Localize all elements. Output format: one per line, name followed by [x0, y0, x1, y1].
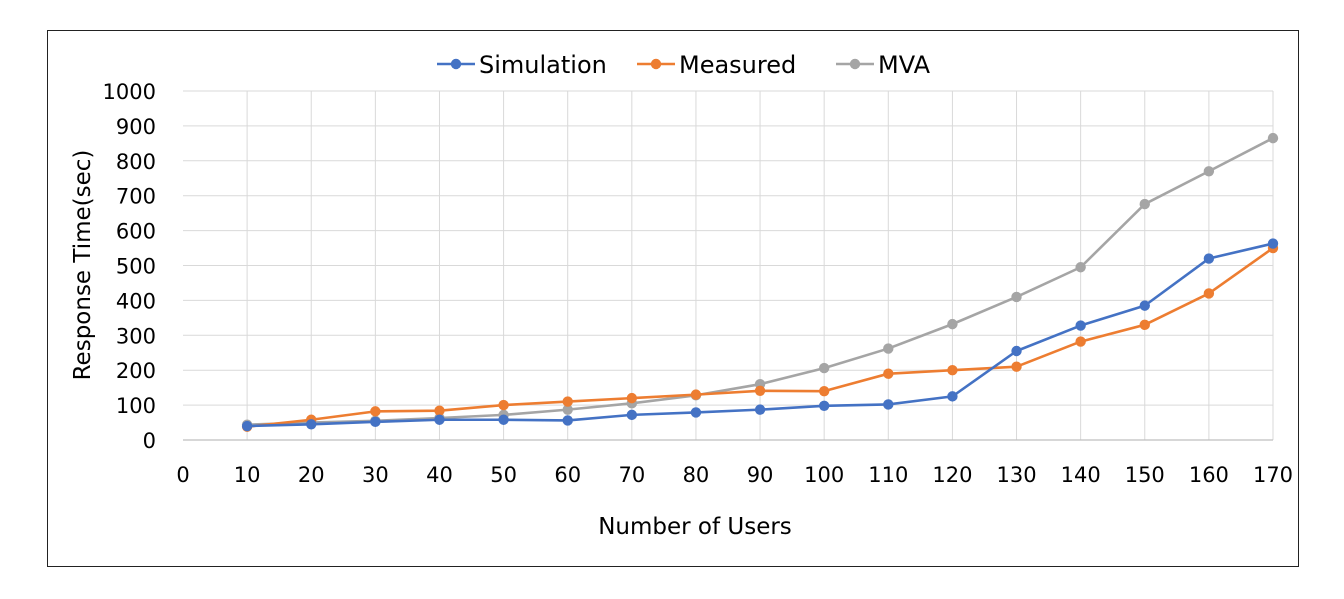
data-point-simulation [1267, 238, 1279, 249]
data-point-mva [1267, 132, 1279, 144]
data-point-measured [818, 385, 830, 397]
data-point-simulation [883, 399, 894, 410]
data-point-simulation [947, 391, 958, 402]
x-tick-label: 100 [804, 463, 844, 487]
x-tick-label: 90 [747, 463, 774, 487]
x-tick-label: 160 [1189, 463, 1229, 487]
legend-marker-measured [650, 58, 662, 70]
x-tick-label: 10 [234, 463, 261, 487]
y-tick-label: 500 [116, 255, 156, 279]
legend-marker-simulation [450, 58, 462, 70]
chart-frame [47, 30, 1299, 567]
data-point-mva [1139, 198, 1150, 210]
data-point-mva [562, 404, 573, 415]
x-tick-label: 140 [1061, 463, 1101, 487]
y-tick-label: 1000 [103, 80, 156, 104]
data-point-simulation [370, 416, 381, 428]
data-point-simulation [562, 415, 573, 426]
x-tick-label: 170 [1253, 463, 1293, 487]
legend: Simulation Measured MVA [437, 51, 931, 79]
data-point-measured [562, 396, 573, 407]
data-point-measured [883, 368, 894, 379]
data-point-mva [947, 318, 958, 330]
x-tick-label: 20 [298, 463, 325, 487]
x-tick-label: 0 [176, 463, 189, 487]
data-point-mva [1075, 262, 1086, 273]
y-tick-label: 0 [143, 429, 156, 453]
x-tick-label: 40 [426, 463, 453, 487]
y-axis-title: Response Time(sec) [70, 150, 96, 381]
data-point-measured [626, 392, 638, 404]
data-point-measured [434, 405, 445, 416]
x-tick-label: 150 [1125, 463, 1165, 487]
data-point-simulation [818, 400, 830, 411]
data-point-measured [498, 399, 509, 411]
data-point-mva [1203, 166, 1215, 177]
axes: 0 100 200 300 400 500 600 700 800 900 1000 0 10 20 30 4… [103, 80, 1294, 487]
data-point-simulation [690, 407, 702, 418]
data-point-measured [947, 365, 958, 376]
data-point-simulation [1011, 345, 1022, 357]
y-tick-label: 400 [116, 289, 156, 313]
legend-label-simulation: Simulation [479, 51, 607, 79]
data-point-simulation [1075, 320, 1086, 331]
data-point-mva [1011, 291, 1022, 303]
y-tick-label: 300 [116, 324, 156, 348]
x-tick-label: 30 [362, 463, 389, 487]
data-point-simulation [626, 409, 638, 421]
data-point-measured [1075, 336, 1086, 347]
data-point-measured [1139, 319, 1150, 331]
legend-label-mva: MVA [878, 51, 931, 79]
series-layer [241, 132, 1279, 432]
data-point-simulation [498, 414, 509, 425]
x-tick-label: 50 [490, 463, 517, 487]
y-tick-label: 900 [116, 115, 156, 139]
data-point-simulation [1203, 253, 1215, 264]
x-axis-title: Number of Users [598, 514, 792, 540]
x-tick-label: 70 [618, 463, 645, 487]
data-point-measured [1011, 361, 1022, 372]
data-point-mva [818, 362, 830, 374]
data-point-mva [883, 343, 894, 354]
data-point-simulation [754, 404, 766, 415]
data-point-measured [754, 385, 766, 396]
x-tick-label: 110 [868, 463, 908, 487]
x-tick-label: 60 [554, 463, 581, 487]
x-tick-label: 120 [932, 463, 972, 487]
legend-marker-mva [849, 58, 861, 70]
data-point-simulation [1139, 300, 1150, 311]
y-tick-label: 600 [116, 220, 156, 244]
data-point-measured [1203, 288, 1215, 299]
x-tick-label: 130 [996, 463, 1036, 487]
y-tick-label: 700 [116, 185, 156, 209]
data-point-simulation [306, 419, 317, 430]
data-point-measured [370, 406, 381, 417]
data-point-simulation [434, 414, 445, 425]
data-point-measured [690, 389, 702, 400]
gridlines [183, 90, 1274, 440]
y-tick-label: 800 [116, 150, 156, 174]
y-tick-label: 200 [116, 359, 156, 383]
data-point-simulation [241, 420, 253, 432]
x-tick-label: 80 [683, 463, 710, 487]
legend-label-measured: Measured [679, 51, 796, 79]
y-tick-label: 100 [116, 394, 156, 418]
